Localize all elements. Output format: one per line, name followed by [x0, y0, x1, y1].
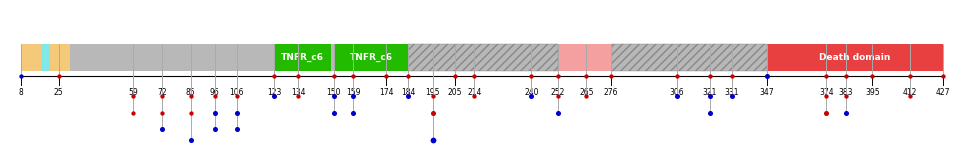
Bar: [610, 44, 766, 71]
Text: 321: 321: [703, 88, 717, 97]
Text: 240: 240: [524, 88, 539, 97]
Text: 72: 72: [157, 88, 167, 97]
Text: 347: 347: [760, 88, 774, 97]
Text: 8: 8: [19, 88, 23, 97]
Text: 331: 331: [724, 88, 738, 97]
Text: 174: 174: [379, 88, 393, 97]
Text: 395: 395: [865, 88, 880, 97]
Text: 214: 214: [468, 88, 481, 97]
Text: 427: 427: [935, 88, 951, 97]
Text: TNFR_c6: TNFR_c6: [281, 53, 324, 62]
Text: 374: 374: [818, 88, 834, 97]
Bar: [274, 44, 332, 71]
Text: 205: 205: [447, 88, 462, 97]
Bar: [21, 44, 943, 71]
Text: 59: 59: [128, 88, 138, 97]
Bar: [41, 44, 50, 71]
Text: 123: 123: [267, 88, 281, 97]
Text: 106: 106: [229, 88, 244, 97]
Text: 96: 96: [210, 88, 220, 97]
Bar: [21, 44, 41, 71]
Bar: [50, 44, 69, 71]
Text: 195: 195: [425, 88, 440, 97]
Bar: [766, 44, 943, 71]
Text: Death domain: Death domain: [819, 53, 891, 62]
Text: 85: 85: [186, 88, 196, 97]
Text: TNFR_c6: TNFR_c6: [349, 53, 392, 62]
Text: 159: 159: [346, 88, 361, 97]
Text: 252: 252: [550, 88, 565, 97]
Text: 25: 25: [54, 88, 64, 97]
Text: 412: 412: [902, 88, 917, 97]
Text: 383: 383: [839, 88, 853, 97]
Text: 150: 150: [326, 88, 341, 97]
Text: 265: 265: [579, 88, 594, 97]
Text: 306: 306: [669, 88, 684, 97]
Bar: [409, 44, 558, 71]
Text: 134: 134: [291, 88, 306, 97]
Bar: [334, 44, 409, 71]
Text: 276: 276: [603, 88, 618, 97]
Bar: [558, 44, 610, 71]
Text: 184: 184: [401, 88, 415, 97]
